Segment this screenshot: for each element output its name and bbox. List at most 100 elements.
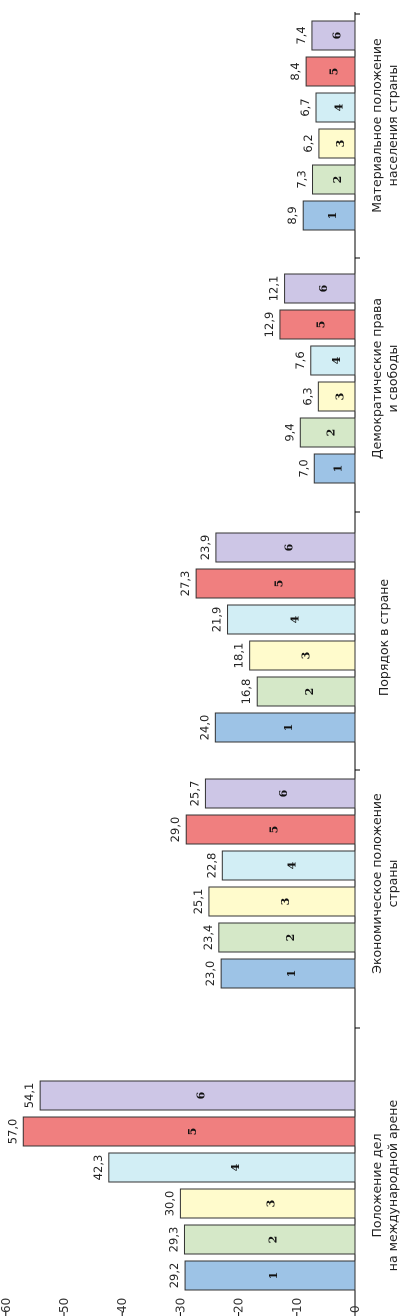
bar-value-label: 29,0 (168, 817, 182, 843)
bar-series-number: 2 (331, 176, 344, 184)
bar-value-label: 9,4 (282, 423, 296, 441)
bar-value-label: 7,3 (295, 170, 309, 188)
bar (185, 814, 356, 845)
bar (302, 200, 356, 231)
bar-value-label: 25,7 (187, 781, 201, 807)
category-label: Материальное положение (369, 38, 384, 213)
bar (249, 640, 356, 671)
bar (108, 1152, 356, 1183)
bar (221, 850, 356, 881)
bar (183, 1224, 356, 1255)
category-label: на международной арене (385, 1100, 400, 1272)
bar-value-label: 23,9 (198, 535, 212, 561)
bar-value-label: 18,1 (232, 643, 246, 669)
bar-series-number: 2 (284, 934, 297, 942)
bar-value-label: 6,7 (298, 98, 312, 116)
bar (284, 273, 356, 304)
bar-series-number: 6 (195, 1091, 208, 1099)
bar (184, 1260, 356, 1291)
bar (310, 345, 356, 376)
bar-series-number: 3 (334, 140, 347, 148)
bar (179, 1188, 356, 1219)
bar (299, 417, 356, 448)
bar-series-number: 4 (286, 861, 299, 869)
bar-value-label: 25,1 (191, 889, 205, 915)
bar (227, 604, 356, 635)
bar (305, 56, 356, 87)
bar-series-number: 6 (277, 789, 290, 797)
bar-series-number: 5 (186, 1128, 199, 1136)
bar-series-number: 1 (285, 970, 298, 978)
bar-series-number: 4 (333, 103, 346, 111)
bar-value-label: 8,4 (288, 62, 302, 80)
bar (215, 532, 356, 563)
bar-value-label: 29,2 (167, 1263, 181, 1289)
bar (315, 92, 356, 123)
bar-series-number: 2 (267, 1236, 280, 1244)
bar (208, 886, 356, 917)
bar-value-label: 7,0 (296, 459, 310, 477)
bar-series-number: 2 (325, 429, 338, 437)
bar-value-label: 30,0 (162, 1191, 176, 1217)
bar-value-label: 8,9 (285, 206, 299, 224)
bar-value-label: 29,3 (166, 1227, 180, 1253)
bar-value-label: 24,0 (197, 715, 211, 741)
bar-value-label: 6,2 (301, 134, 315, 152)
bar (214, 712, 356, 743)
bar (204, 778, 356, 809)
bar-value-label: 21,9 (210, 607, 224, 633)
bar-series-number: 3 (265, 1200, 278, 1208)
bar (218, 922, 356, 953)
bar-series-number: 4 (288, 615, 301, 623)
bar (220, 958, 356, 989)
bar-series-number: 3 (334, 393, 347, 401)
bar-value-label: 23,0 (203, 961, 217, 987)
bar-series-number: 4 (229, 1163, 242, 1171)
bar-series-number: 1 (282, 724, 295, 732)
bar (313, 453, 356, 484)
bar (39, 1080, 356, 1111)
bar-value-label: 12,9 (262, 312, 276, 338)
bar-value-label: 57,0 (5, 1119, 19, 1145)
bar-value-label: 7,4 (294, 26, 308, 44)
bar-series-number: 5 (314, 321, 327, 329)
axis-tick-label: 50 (57, 1298, 71, 1313)
bar-series-number: 5 (268, 826, 281, 834)
bar-value-label: 22,8 (204, 853, 218, 879)
category-label: населения страны (385, 65, 400, 187)
bar-value-label: 23,4 (201, 925, 215, 951)
axis-tick-label: 10 (290, 1298, 304, 1313)
axis-tick-label: 40 (115, 1298, 129, 1313)
bar-series-number: 5 (273, 580, 286, 588)
bar-series-number: 1 (267, 1272, 280, 1280)
bar-series-number: 3 (299, 652, 312, 660)
bar-value-label: 6,3 (300, 387, 314, 405)
bar (22, 1116, 356, 1147)
category-label: Порядок в стране (376, 579, 391, 697)
bar-value-label: 42,3 (91, 1155, 105, 1181)
category-label: Экономическое положение (369, 793, 384, 974)
bar (311, 20, 356, 51)
axis-tick-label: 30 (173, 1298, 187, 1313)
bar-series-number: 5 (328, 68, 341, 76)
category-label: Положение дел (369, 1134, 384, 1238)
bar-series-number: 1 (332, 465, 345, 473)
bar (318, 128, 356, 159)
axis-tick-label: 0 (348, 1305, 362, 1313)
bar-series-number: 4 (330, 356, 343, 364)
bar-series-number: 6 (282, 543, 295, 551)
bar-series-number: 6 (330, 31, 343, 39)
bar (256, 676, 356, 707)
axis-tick-label: 20 (232, 1298, 246, 1313)
category-label: и свободы (385, 345, 400, 413)
bar-value-label: 16,8 (239, 679, 253, 705)
bar-value-label: 54,1 (22, 1083, 36, 1109)
bar (312, 164, 356, 195)
bar-series-number: 6 (317, 284, 330, 292)
bar (279, 309, 356, 340)
bar-series-number: 1 (326, 212, 339, 220)
category-label: страны (385, 860, 400, 908)
bar (195, 568, 356, 599)
bar-value-label: 27,3 (178, 571, 192, 597)
